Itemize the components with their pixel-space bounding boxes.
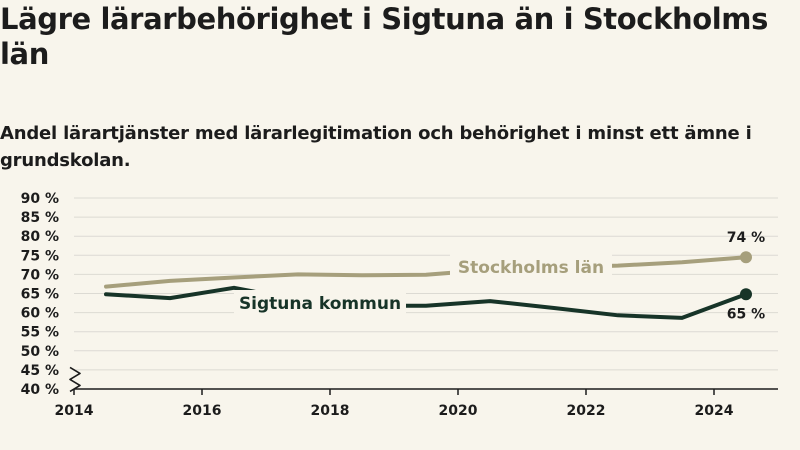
y-tick-label: 85 %	[21, 210, 59, 226]
x-tick-label: 2024	[695, 403, 734, 419]
y-tick-label: 50 %	[21, 344, 59, 360]
y-tick-label: 80 %	[21, 229, 59, 245]
series-labels: Stockholms län 74 % Sigtuna kommun 65 %	[234, 230, 765, 322]
y-axis-tick-labels: 40 % 45 % 50 % 55 % 60 % 65 % 70 % 75 % 80 % 85 %…	[21, 191, 59, 398]
y-axis-break-icon	[69, 366, 81, 393]
x-tick-label: 2018	[311, 403, 350, 419]
y-tick-label: 90 %	[21, 191, 59, 207]
series-line-sigtuna	[104, 285, 748, 320]
axis-break-zigzag	[69, 366, 81, 393]
x-tick-label: 2014	[55, 403, 94, 419]
series-label-background	[234, 290, 406, 314]
x-tick-label: 2016	[183, 403, 222, 419]
series-label: Sigtuna kommun	[239, 294, 401, 314]
y-tick-label: 65 %	[21, 287, 59, 303]
y-tick-label: 75 %	[21, 248, 59, 264]
series-label-background	[450, 254, 612, 278]
end-point-marker	[740, 288, 752, 301]
grid-lines	[74, 197, 778, 371]
x-tick-label: 2020	[439, 403, 478, 419]
y-tick-label: 60 %	[21, 306, 59, 322]
end-point-marker	[740, 251, 752, 264]
chart-title: Lägre lärarbehörighet i Sigtuna än i Sto…	[0, 2, 768, 71]
x-axis-tick-labels: 2014 2016 2018 2020 2022 2024	[55, 403, 734, 419]
y-tick-label: 40 %	[21, 382, 59, 398]
end-value-label: 74 %	[727, 230, 765, 246]
end-value-label: 65 %	[727, 306, 765, 322]
series-label: Stockholms län	[458, 258, 604, 278]
y-tick-label: 55 %	[21, 325, 59, 341]
series-line-stockholm	[104, 255, 748, 289]
x-axis	[73, 388, 778, 395]
x-tick-label: 2022	[567, 403, 606, 419]
y-tick-label: 45 %	[21, 363, 59, 379]
series-lines	[104, 251, 752, 320]
chart-subtitle: Andel lärartjänster med lärarlegitimatio…	[0, 123, 752, 171]
y-tick-label: 70 %	[21, 267, 59, 283]
